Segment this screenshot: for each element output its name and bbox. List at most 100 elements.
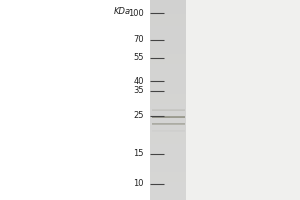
Bar	[150, 14, 186, 16]
Bar	[150, 190, 186, 192]
Bar	[150, 112, 186, 114]
Bar	[150, 56, 186, 58]
Bar	[150, 4, 186, 6]
Bar	[150, 144, 186, 146]
Bar	[150, 54, 186, 56]
Bar	[150, 110, 186, 112]
Bar	[150, 8, 186, 10]
Bar	[150, 90, 186, 92]
Text: 40: 40	[134, 77, 144, 86]
Bar	[150, 124, 186, 126]
Bar	[150, 188, 186, 190]
Bar	[150, 184, 186, 186]
Bar	[150, 164, 186, 166]
Bar	[150, 10, 186, 12]
Bar	[150, 146, 186, 148]
Bar	[150, 88, 186, 90]
Bar	[150, 120, 186, 122]
Text: 100: 100	[128, 9, 144, 18]
Bar	[150, 60, 186, 62]
Bar	[150, 68, 186, 70]
Bar	[150, 0, 186, 2]
Text: 25: 25	[134, 111, 144, 120]
Bar	[150, 62, 186, 64]
Bar	[150, 192, 186, 194]
Bar	[150, 194, 186, 196]
Bar	[150, 182, 186, 184]
Bar	[150, 58, 186, 60]
Bar	[150, 172, 186, 174]
Bar	[150, 48, 186, 50]
Bar	[186, 0, 300, 200]
Bar	[150, 98, 186, 100]
Bar	[150, 84, 186, 86]
Bar	[150, 24, 186, 26]
Bar	[150, 100, 186, 102]
Bar	[150, 142, 186, 144]
Bar	[150, 22, 186, 24]
Bar	[150, 64, 186, 66]
Bar	[150, 136, 186, 138]
Bar	[150, 80, 186, 82]
Bar	[150, 40, 186, 42]
Bar	[150, 196, 186, 198]
Bar	[150, 132, 186, 134]
Bar	[150, 118, 186, 120]
Bar	[150, 30, 186, 32]
Bar	[150, 176, 186, 178]
Bar	[150, 126, 186, 128]
Bar	[150, 170, 186, 172]
Bar	[150, 186, 186, 188]
Bar	[150, 70, 186, 72]
Text: 55: 55	[134, 53, 144, 62]
Bar	[150, 150, 186, 152]
Bar	[150, 6, 186, 8]
Bar	[150, 166, 186, 168]
Bar	[150, 2, 186, 4]
Bar	[150, 16, 186, 18]
Bar	[150, 82, 186, 84]
Bar	[150, 130, 186, 132]
Bar	[150, 18, 186, 20]
Bar	[150, 114, 186, 116]
Bar	[150, 66, 186, 68]
Bar	[150, 94, 186, 96]
Text: 70: 70	[134, 35, 144, 44]
Bar	[150, 12, 186, 14]
Text: KDa: KDa	[113, 7, 130, 16]
Bar	[150, 106, 186, 108]
Bar	[150, 76, 186, 78]
Bar	[150, 26, 186, 28]
Text: 35: 35	[134, 86, 144, 95]
Bar	[150, 160, 186, 162]
Bar	[150, 122, 186, 124]
Bar	[150, 104, 186, 106]
Bar	[150, 52, 186, 54]
Bar	[150, 78, 186, 80]
Bar	[150, 72, 186, 74]
Bar	[150, 168, 186, 170]
Bar	[150, 154, 186, 156]
Bar	[150, 38, 186, 40]
Bar	[150, 46, 186, 48]
Bar	[150, 116, 186, 118]
Bar	[150, 158, 186, 160]
Text: 10: 10	[134, 179, 144, 188]
Bar	[150, 156, 186, 158]
Bar	[150, 36, 186, 38]
Bar	[150, 102, 186, 104]
Bar	[150, 198, 186, 200]
Bar	[150, 92, 186, 94]
Bar	[150, 28, 186, 30]
Bar	[150, 138, 186, 140]
Bar	[150, 180, 186, 182]
Text: 15: 15	[134, 149, 144, 158]
Bar	[150, 178, 186, 180]
Bar	[150, 174, 186, 176]
Bar	[150, 128, 186, 130]
Bar	[150, 50, 186, 52]
Bar	[150, 74, 186, 76]
Bar	[150, 108, 186, 110]
Bar	[150, 148, 186, 150]
Bar	[150, 86, 186, 88]
